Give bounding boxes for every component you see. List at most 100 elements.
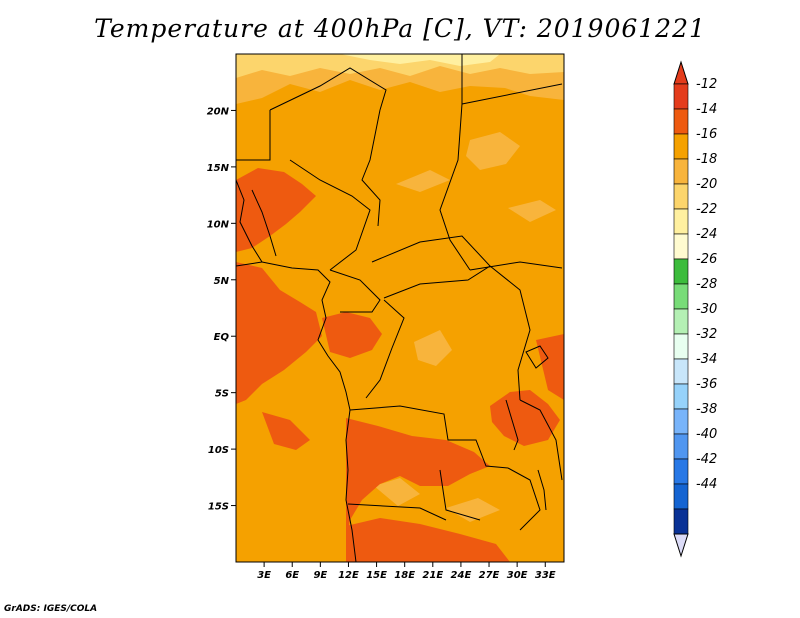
lat-tick-label: 10S [208, 445, 229, 456]
colorbar-block [673, 458, 689, 485]
temperature-field [236, 54, 564, 562]
cool-region-east [508, 200, 556, 222]
border-mozambique [507, 467, 541, 531]
cool-region-south-east [446, 498, 500, 522]
field-warm-regions [236, 168, 564, 562]
lon-tick-label: 27E [479, 570, 500, 581]
border-nigeria [289, 159, 371, 271]
border-west-africa-inner [251, 189, 277, 257]
field-palest-regions [340, 54, 500, 66]
warm-region-west-africa [236, 168, 316, 252]
lon-tick-label: 21E [422, 570, 443, 581]
lat-tick-label: EQ [214, 332, 230, 343]
grads-credit: GrADS: IGES/COLA [4, 604, 98, 614]
latitude-axis: 20N 15N 10N 5N EQ 5S 10S 15S [207, 106, 236, 513]
warm-region-gulf [236, 262, 322, 404]
colorbar-label: -34 [696, 352, 717, 367]
coastline-gulf-of-guinea [261, 261, 357, 562]
longitude-axis: 3E 6E 9E 12E 15E 18E 21E 24E 27E 30E 33E [257, 562, 556, 581]
colorbar: -12 -14 -16 -18 -20 -22 -24 -26 -28 -30 -32 -34 -36 -… [673, 60, 717, 558]
colorbar-label: -28 [696, 277, 717, 292]
colorbar-label: -20 [696, 177, 717, 192]
lon-tick-label: 6E [285, 570, 299, 581]
cool-region-basin [414, 330, 452, 366]
map-frame [235, 53, 565, 563]
colorbar-block [673, 208, 689, 235]
cool-region-north-east [466, 132, 520, 170]
colorbar-label: -18 [696, 152, 717, 167]
lon-tick-label: 18E [394, 570, 415, 581]
colorbar-label: -42 [696, 452, 717, 467]
colorbar-block [673, 408, 689, 435]
colorbar-label: -44 [696, 477, 717, 492]
colorbar-block [673, 483, 689, 510]
colorbar-block [673, 308, 689, 335]
colorbar-label: -22 [696, 202, 717, 217]
coastline-west-africa [236, 179, 263, 267]
map-title: Temperature at 400hPa [C], VT: 201906122… [94, 14, 706, 43]
lon-tick-label: 12E [338, 570, 359, 581]
colorbar-label: -32 [696, 327, 717, 342]
lake-tanganyika [505, 399, 519, 451]
border-algeria-niger [269, 67, 387, 111]
palest-region-north [340, 54, 500, 66]
colorbar-block [673, 258, 689, 285]
cool-region-sahel [396, 170, 450, 192]
colorbar-label: -14 [696, 102, 717, 117]
warm-region-angola [346, 418, 490, 540]
lat-tick-label: 15N [207, 163, 230, 174]
lake-malawi [537, 469, 547, 511]
lon-tick-label: 33E [535, 570, 556, 581]
colorbar-bottom-arrow [673, 533, 689, 558]
border-tanzania [519, 399, 563, 481]
lat-tick-label: 20N [207, 106, 230, 117]
colorbar-top-arrow [673, 60, 689, 85]
colorbar-label: -36 [696, 377, 717, 392]
lat-tick-label: 15S [208, 502, 229, 513]
colorbar-label: -38 [696, 402, 717, 417]
lon-tick-label: 15E [366, 570, 387, 581]
colorbar-block [673, 83, 689, 110]
colorbar-block [673, 333, 689, 360]
cool-region-south [374, 478, 420, 506]
border-sudan-south [469, 261, 563, 271]
colorbar-block [673, 358, 689, 385]
border-niger-chad [361, 109, 381, 227]
colorbar-block [673, 133, 689, 160]
lon-tick-label: 24E [451, 570, 472, 581]
colorbar-block [673, 108, 689, 135]
colorbar-label: -40 [696, 427, 717, 442]
colorbar-block [673, 383, 689, 410]
warm-region-cameroon [322, 312, 382, 358]
colorbar-block [673, 158, 689, 185]
colorbar-block [673, 183, 689, 210]
warm-region-south-west [262, 412, 310, 450]
colorbar-block [673, 283, 689, 310]
border-angola-zambia [439, 469, 481, 521]
lat-tick-label: 10N [207, 219, 230, 230]
colorbar-block [673, 508, 689, 535]
lat-tick-label: 5N [214, 276, 230, 287]
lat-tick-label: 5S [215, 389, 229, 400]
border-drc-south [349, 405, 509, 469]
lon-tick-label: 3E [257, 570, 271, 581]
colorbar-block [673, 233, 689, 260]
lon-tick-label: 30E [507, 570, 528, 581]
colorbar-label: -26 [696, 252, 717, 267]
colorbar-label: -24 [696, 227, 717, 242]
warm-region-southern-africa [346, 518, 510, 562]
colorbar-block [673, 433, 689, 460]
country-borders [236, 54, 563, 562]
border-west-sahel [236, 110, 271, 161]
lon-tick-label: 9E [313, 570, 327, 581]
border-cameroon [329, 269, 381, 313]
border-namibia [347, 503, 447, 521]
colorbar-label: -30 [696, 302, 717, 317]
border-congo [365, 299, 405, 399]
lake-victoria [525, 345, 549, 369]
colorbar-label: -12 [696, 77, 717, 92]
border-east-africa [489, 265, 531, 401]
colorbar-label: -16 [696, 127, 717, 142]
border-chad-sudan [439, 103, 471, 271]
